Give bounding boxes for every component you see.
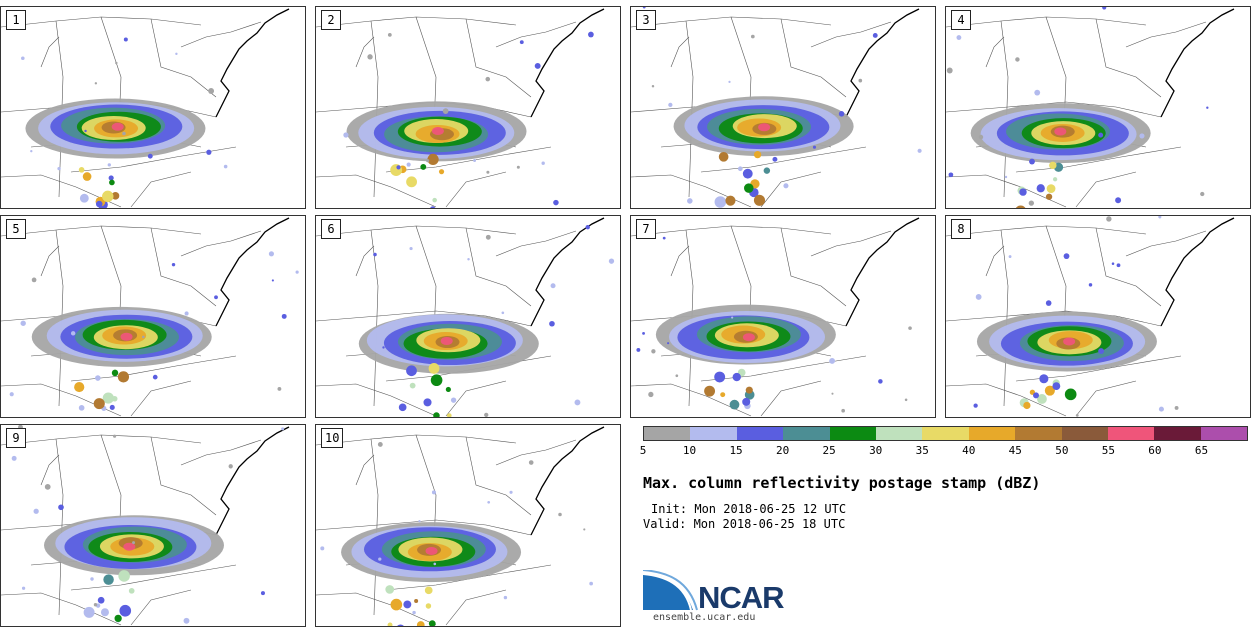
map-5 <box>1 217 299 417</box>
reflectivity-colorbar: 5 10 15 20 25 30 35 40 45 50 55 60 65 <box>639 426 1248 457</box>
colorbar-bin <box>644 427 691 440</box>
ensemble-member-panel-8: 8 <box>945 215 1251 418</box>
colorbar-bin <box>1154 427 1201 440</box>
member-label-3: 3 <box>636 10 656 30</box>
ensemble-member-panel-5: 5 <box>0 215 306 418</box>
ensemble-member-panel-10: 10 <box>315 424 621 627</box>
map-6 <box>316 217 615 417</box>
ensemble-member-panel-7: 7 <box>630 215 936 418</box>
colorbar-bin <box>690 427 737 440</box>
ensemble-member-panel-3: 3 <box>630 6 936 209</box>
map-1 <box>1 8 290 208</box>
member-label-6: 6 <box>321 219 341 239</box>
member-label-2: 2 <box>321 10 341 30</box>
colorbar-tick: 45 <box>1008 444 1022 457</box>
colorbar-bin <box>968 427 1016 440</box>
map-2 <box>316 8 605 208</box>
member-label-8: 8 <box>951 219 971 239</box>
colorbar-tick: 60 <box>1148 444 1162 457</box>
member-label-7: 7 <box>636 219 656 239</box>
ensemble-member-panel-4: 4 <box>945 6 1251 209</box>
colorbar-tick: 15 <box>729 444 743 457</box>
colorbar-tick: 10 <box>682 444 697 457</box>
colorbar-bin <box>829 427 876 440</box>
colorbar-bin <box>875 427 923 440</box>
ensemble-member-panel-2: 2 <box>315 6 621 209</box>
member-label-5: 5 <box>6 219 26 239</box>
map-8 <box>946 216 1235 417</box>
init-time: Init: Mon 2018-06-25 12 UTC <box>651 502 847 516</box>
colorbar-tick: 65 <box>1194 444 1209 457</box>
colorbar-bin <box>736 427 784 440</box>
member-label-9: 9 <box>6 428 26 448</box>
colorbar-tick: 20 <box>775 444 790 457</box>
map-7 <box>631 217 920 417</box>
map-10 <box>316 426 605 626</box>
colorbar-bin <box>1107 427 1155 440</box>
colorbar-tick: 35 <box>915 444 929 457</box>
map-4 <box>946 7 1235 208</box>
colorbar-tick: 40 <box>962 444 976 457</box>
colorbar-bin <box>1015 427 1062 440</box>
colorbar-tick: 25 <box>822 444 836 457</box>
member-label-4: 4 <box>951 10 971 30</box>
valid-time: Valid: Mon 2018-06-25 18 UTC <box>643 517 846 531</box>
colorbar-tick: 30 <box>869 444 883 457</box>
ncar-logo-icon <box>643 570 698 611</box>
colorbar-swatches <box>643 426 1248 441</box>
member-label-10: 10 <box>321 428 344 448</box>
map-3 <box>631 7 922 208</box>
colorbar-bin <box>1061 427 1108 440</box>
colorbar-tick: 55 <box>1101 444 1115 457</box>
member-label-1: 1 <box>6 10 26 30</box>
figure-title: Max. column reflectivity postage stamp (… <box>643 474 1041 492</box>
ensemble-member-panel-1: 1 <box>0 6 306 209</box>
colorbar-tick: 5 <box>639 444 647 457</box>
colorbar-bin <box>783 427 830 440</box>
ensemble-member-panel-6: 6 <box>315 215 621 418</box>
ensemble-url: ensemble.ucar.edu <box>653 612 756 623</box>
colorbar-bin <box>922 427 969 440</box>
ncar-logo-text: NCAR <box>698 580 785 615</box>
colorbar-ticks: 5 10 15 20 25 30 35 40 45 50 55 60 65 <box>639 441 1248 457</box>
ensemble-member-panel-9: 9 <box>0 424 306 627</box>
map-9 <box>1 425 290 626</box>
colorbar-bin <box>1200 427 1248 440</box>
colorbar-tick: 50 <box>1055 444 1069 457</box>
